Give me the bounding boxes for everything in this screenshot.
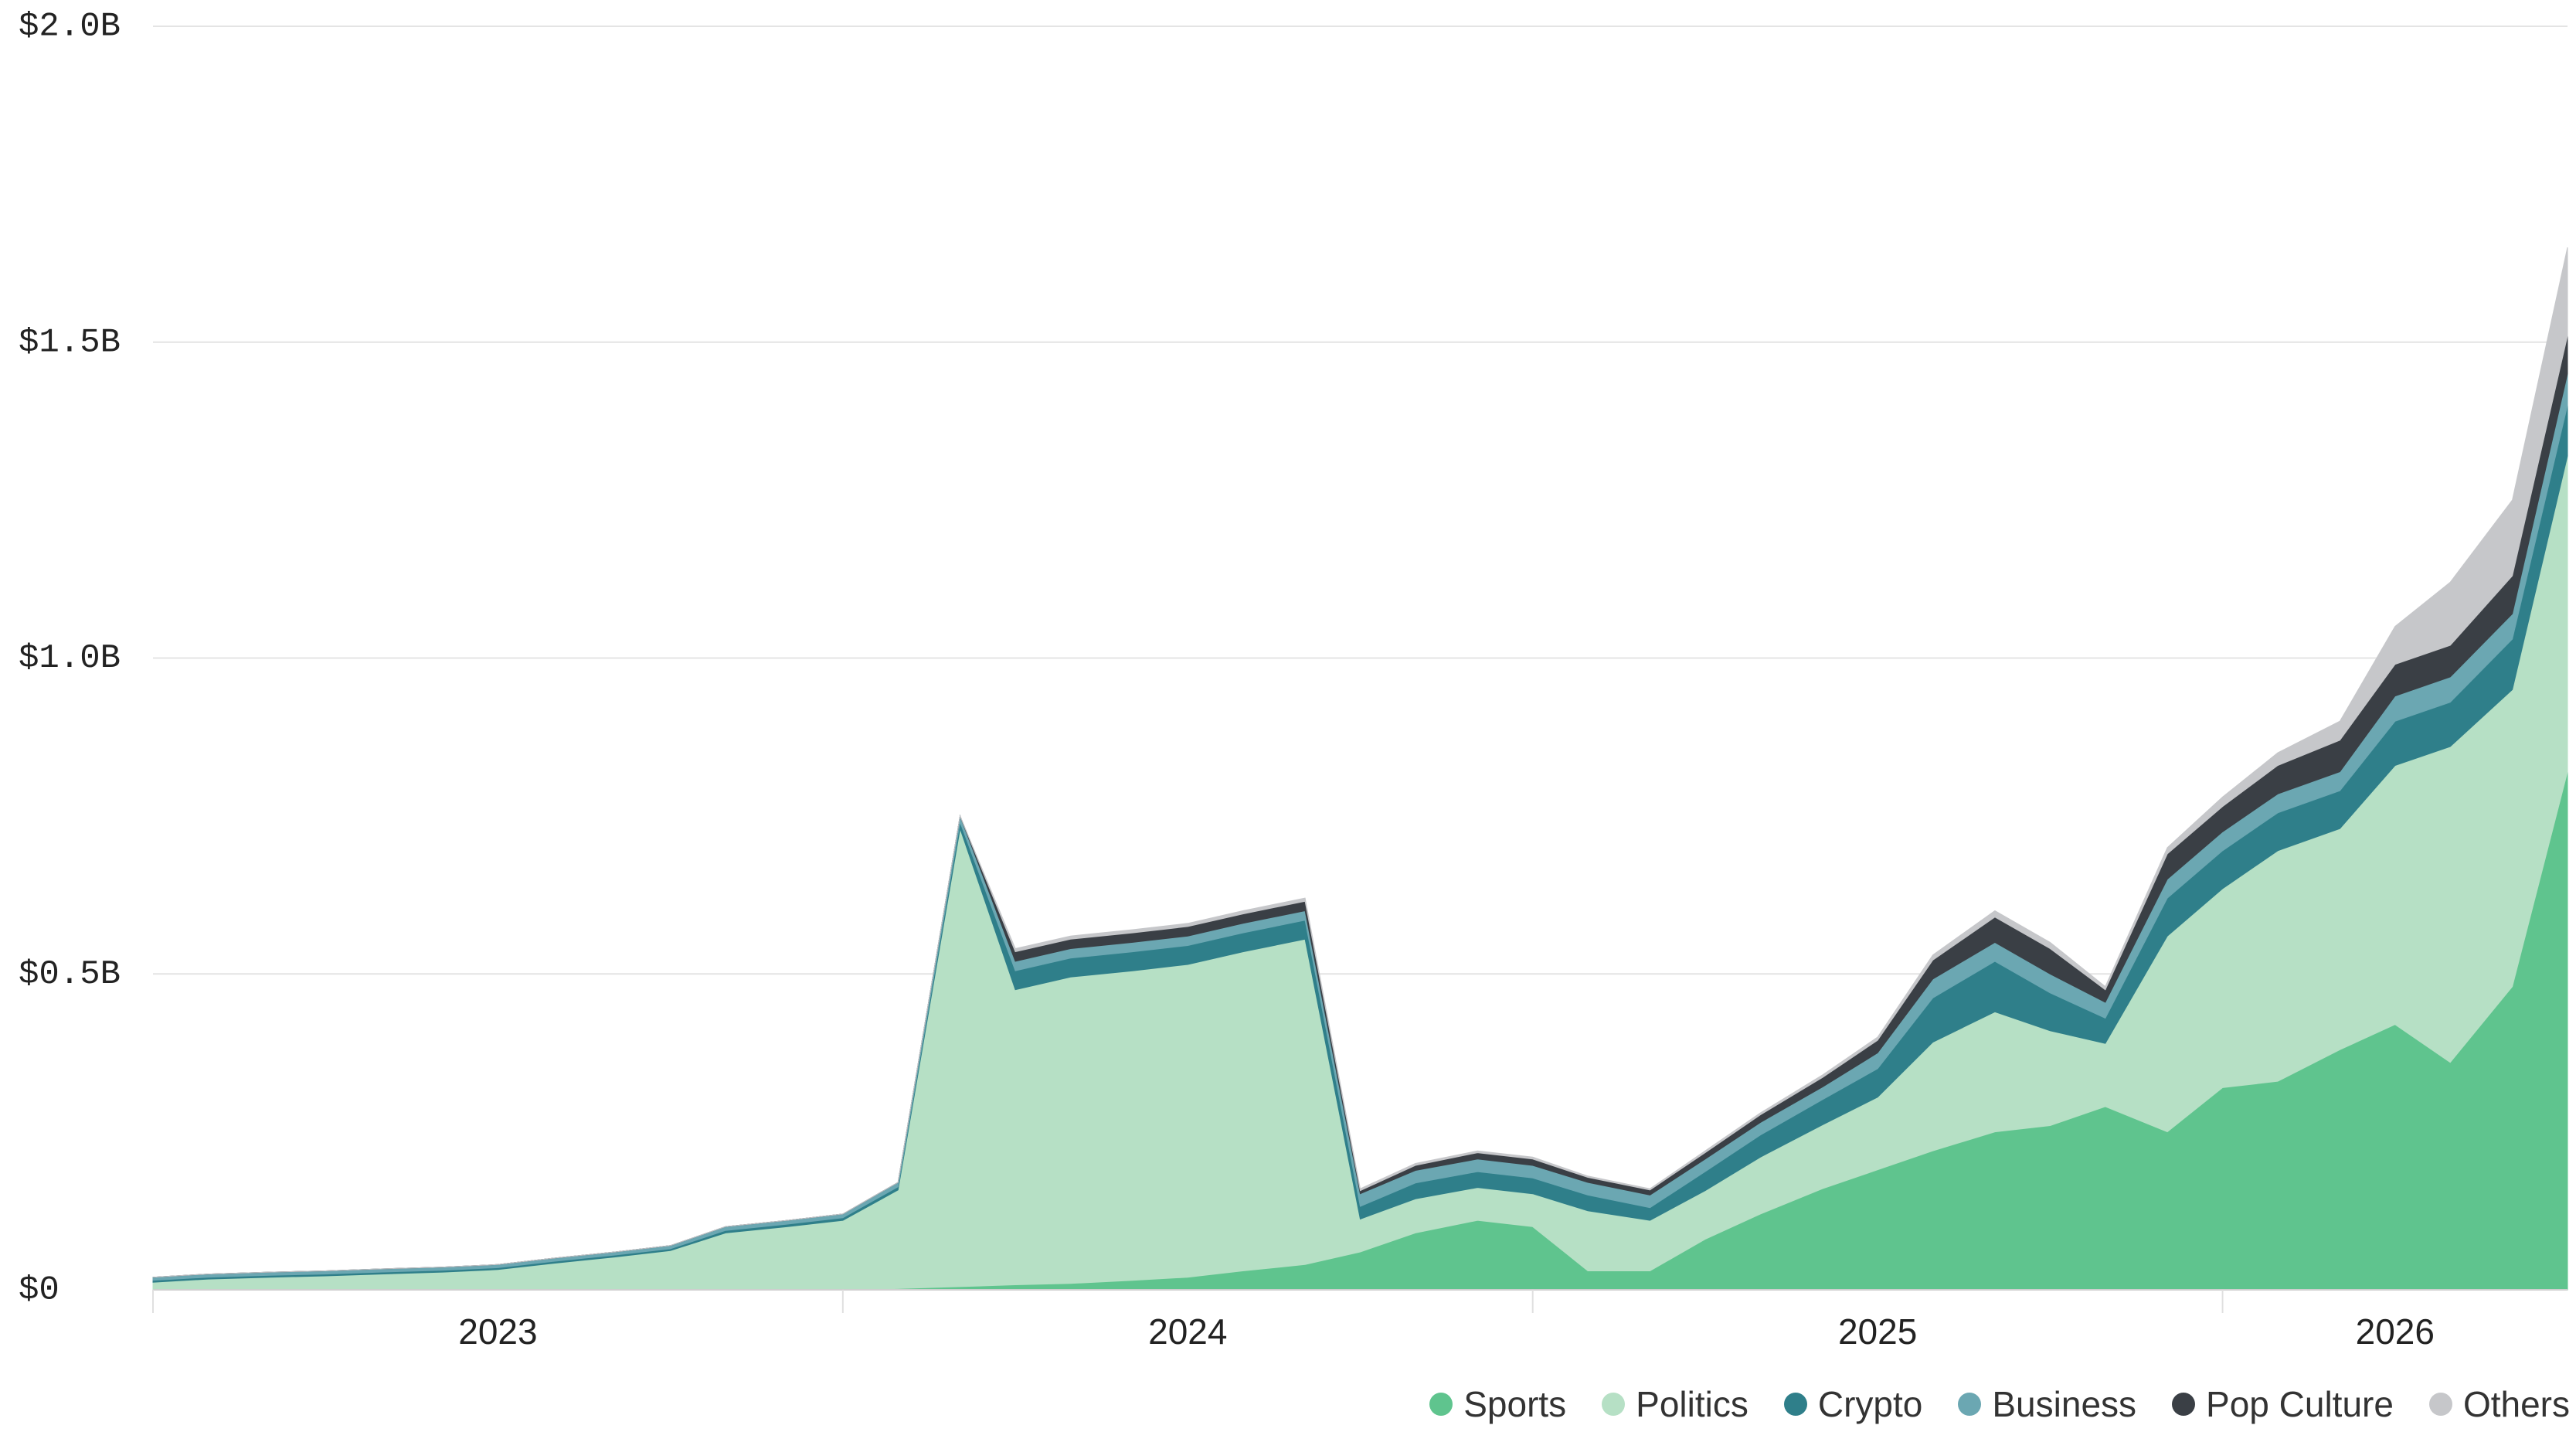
y-tick-label: $1.0B (19, 639, 121, 678)
legend-swatch (1602, 1393, 1626, 1416)
legend-label: Others (2462, 1384, 2570, 1424)
area (152, 247, 2568, 1278)
legend-label: Sports (1463, 1384, 1567, 1424)
x-tick-label: 2026 (2356, 1311, 2435, 1352)
legend: Sports Politics Crypto Business Pop Culture O… (1429, 1383, 2570, 1425)
x-tick-label: 2024 (1148, 1311, 1227, 1352)
legend-swatch (1429, 1393, 1453, 1416)
legend-label: Politics (1636, 1384, 1748, 1424)
legend-item: Business (1958, 1383, 2136, 1425)
x-tick-label: 2025 (1838, 1311, 1917, 1352)
legend-item: Crypto (1783, 1383, 1923, 1425)
chart: $0 $0.5B $1.0B $1.5B $2.0B 2023 2024 2025 2026 (19, 8, 2568, 1352)
y-tick-label: $0.5B (19, 955, 121, 994)
legend-swatch (2428, 1393, 2452, 1416)
y-tick-label: $1.5B (19, 323, 121, 362)
legend-label: Pop Culture (2206, 1384, 2394, 1424)
legend-item: Sports (1429, 1383, 1566, 1425)
legend-item: Pop Culture (2172, 1383, 2394, 1425)
legend-item: Politics (1602, 1383, 1748, 1425)
legend-label: Business (1992, 1384, 2137, 1424)
legend-item: Others (2428, 1383, 2570, 1425)
legend-swatch (2172, 1393, 2196, 1416)
y-tick-label: $0 (19, 1271, 59, 1310)
x-tick-label: 2023 (458, 1311, 537, 1352)
y-tick-label: $2.0B (19, 8, 121, 46)
legend-label: Crypto (1817, 1384, 1923, 1424)
legend-swatch (1783, 1393, 1807, 1416)
legend-swatch (1958, 1393, 1982, 1416)
